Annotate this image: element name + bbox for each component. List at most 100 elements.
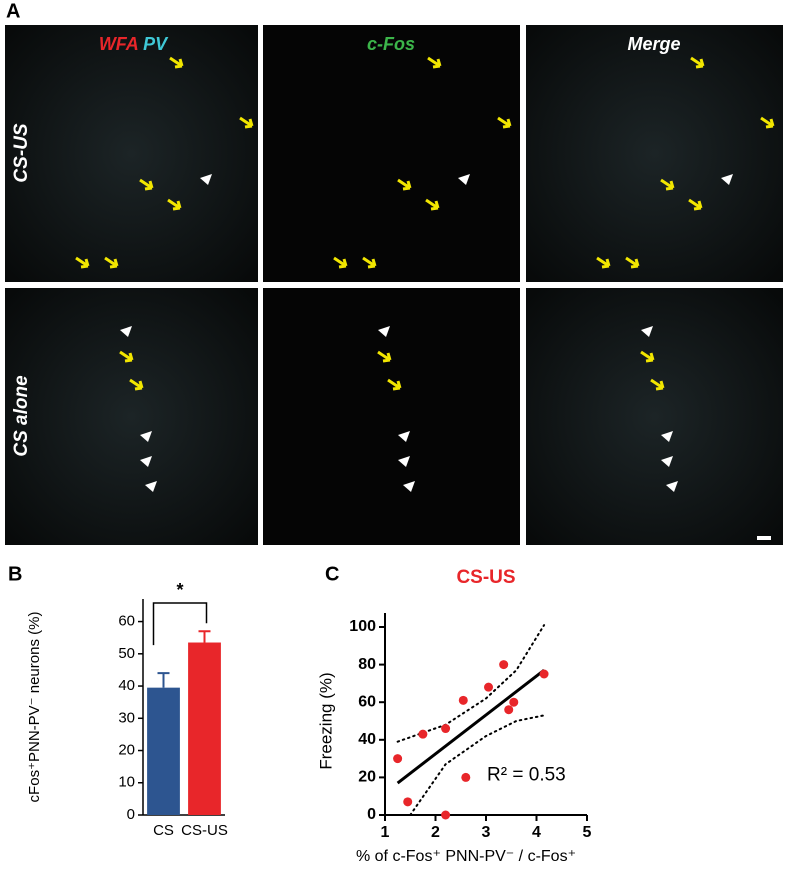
image [526, 25, 783, 282]
y-tick-label: 20 [118, 741, 135, 758]
x-tick-label: CS [153, 822, 174, 839]
arrow [239, 116, 254, 129]
row-title: CS-US [11, 123, 32, 182]
arrow [129, 378, 144, 391]
x-tick-label: CS-US [181, 822, 228, 839]
y-tick-label: 10 [118, 774, 135, 791]
arrowhead [145, 481, 157, 492]
row-title: CS alone [11, 375, 32, 457]
arrowhead [140, 456, 152, 467]
arrowhead [378, 326, 390, 337]
channel-label: PV [143, 34, 169, 54]
micrographs [5, 25, 783, 545]
arrowhead [458, 174, 470, 185]
arrow [596, 256, 611, 269]
y-tick-label: 20 [358, 769, 376, 786]
arrow [760, 116, 775, 129]
chart-title: CS-US [456, 567, 515, 588]
arrowhead [398, 456, 410, 467]
arrow [427, 56, 442, 69]
image [526, 288, 783, 545]
arrowhead [120, 326, 132, 337]
column-title: Merge [627, 34, 680, 54]
y-tick-label: 0 [367, 806, 376, 823]
y-tick-label: 40 [118, 677, 135, 694]
y-tick-label: 100 [349, 618, 376, 635]
arrow [660, 178, 675, 191]
arrow [75, 256, 90, 269]
x-tick-label: 5 [583, 824, 592, 841]
arrow [119, 350, 134, 363]
arrow [139, 178, 154, 191]
y-axis-label: cFos⁺PNN-PV⁻ neurons (%) [26, 612, 43, 803]
arrow [640, 350, 655, 363]
confidence-band [396, 624, 546, 743]
column-title: WFA PV [99, 34, 169, 54]
point [539, 669, 549, 679]
bar [188, 642, 221, 815]
point [403, 797, 413, 807]
y-tick-label: 50 [118, 645, 135, 662]
point [441, 810, 451, 820]
arrowhead [721, 174, 733, 185]
panel-label: C [325, 563, 339, 585]
arrow [167, 198, 182, 211]
x-tick-label: 3 [482, 824, 491, 841]
arrow [625, 256, 640, 269]
image [5, 288, 258, 545]
arrow [650, 378, 665, 391]
arrow [104, 256, 119, 269]
fit-line [396, 669, 545, 785]
image [5, 25, 258, 282]
channel-label: Merge [627, 34, 680, 54]
arrow [397, 178, 412, 191]
x-axis-label: % of c-Fos⁺ PNN-PV⁻ / c-Fos⁺ [356, 848, 576, 865]
arrowhead [666, 481, 678, 492]
bar [147, 687, 180, 815]
point [484, 682, 494, 692]
arrowhead [661, 456, 673, 467]
panel-label: B [8, 563, 22, 585]
arrow [688, 198, 703, 211]
y-tick-label: 80 [358, 656, 376, 673]
y-tick-label: 60 [118, 613, 135, 630]
y-tick-label: 40 [358, 731, 376, 748]
point [509, 697, 519, 707]
arrow [387, 378, 402, 391]
arrow [333, 256, 348, 269]
y-tick-label: 30 [118, 709, 135, 726]
x-tick-label: 2 [431, 824, 440, 841]
annotations [75, 56, 775, 492]
arrowhead [140, 431, 152, 442]
y-tick-label: 60 [358, 693, 376, 710]
channel-label: WFA [99, 34, 138, 54]
arrowhead [200, 174, 212, 185]
column-title: c-Fos [367, 34, 415, 54]
significance: * [176, 580, 183, 600]
confidence-band [409, 714, 546, 816]
scale-bar [757, 536, 771, 540]
point [441, 724, 451, 734]
channel-label: c-Fos [367, 34, 415, 54]
arrowhead [403, 481, 415, 492]
point [393, 754, 403, 764]
point [418, 729, 428, 739]
arrowhead [661, 431, 673, 442]
arrow [362, 256, 377, 269]
arrowhead [398, 431, 410, 442]
annotation: R² = 0.53 [487, 765, 566, 786]
arrowhead [641, 326, 653, 337]
point [504, 705, 514, 715]
error-bar [157, 672, 170, 688]
point [499, 660, 509, 670]
image [263, 288, 520, 545]
significance-bracket [152, 602, 208, 646]
x-tick-label: 1 [381, 824, 390, 841]
point [461, 772, 471, 782]
arrow [497, 116, 512, 129]
arrow [169, 56, 184, 69]
arrow [690, 56, 705, 69]
arrow [425, 198, 440, 211]
arrow [377, 350, 392, 363]
